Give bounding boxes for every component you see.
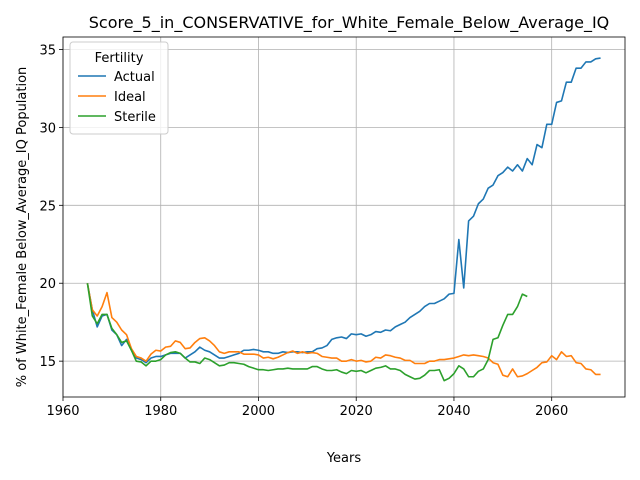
legend-title: Fertility — [95, 51, 144, 66]
x-tick-label: 2040 — [437, 404, 470, 419]
x-axis-title: Years — [326, 451, 362, 466]
series-line-ideal — [86, 283, 601, 378]
y-tick-label: 30 — [39, 121, 56, 136]
series-line-sterile — [86, 283, 528, 382]
series-layer — [86, 57, 601, 382]
y-axis-title: % of White_Female Below_Average_IQ Popul… — [15, 67, 30, 388]
x-tick-label: 2020 — [340, 404, 373, 419]
y-tick-label: 20 — [39, 277, 56, 292]
x-tick-label: 1980 — [144, 404, 177, 419]
legend-label-actual: Actual — [114, 70, 155, 85]
x-tick-label: 1960 — [46, 404, 79, 419]
x-tick-label: 2060 — [535, 404, 568, 419]
legend-label-ideal: Ideal — [114, 90, 146, 105]
y-tick-label: 35 — [39, 43, 56, 58]
y-tick-label: 25 — [39, 199, 56, 214]
legend-items: Actual Ideal Sterile — [78, 70, 156, 125]
legend: Fertility Actual Ideal Sterile — [69, 41, 169, 135]
series-line-actual — [86, 57, 601, 364]
ticks-layer: 1960 1980 2000 2020 2040 2060 15 20 25 30 35 — [39, 43, 568, 419]
legend-label-sterile: Sterile — [114, 110, 156, 125]
plot-frame — [62, 36, 626, 398]
chart-title: Score_5_in_CONSERVATIVE_for_White_Female… — [89, 13, 610, 33]
legend-box — [69, 41, 169, 135]
x-tick-label: 2000 — [242, 404, 275, 419]
y-tick-label: 15 — [39, 355, 56, 370]
